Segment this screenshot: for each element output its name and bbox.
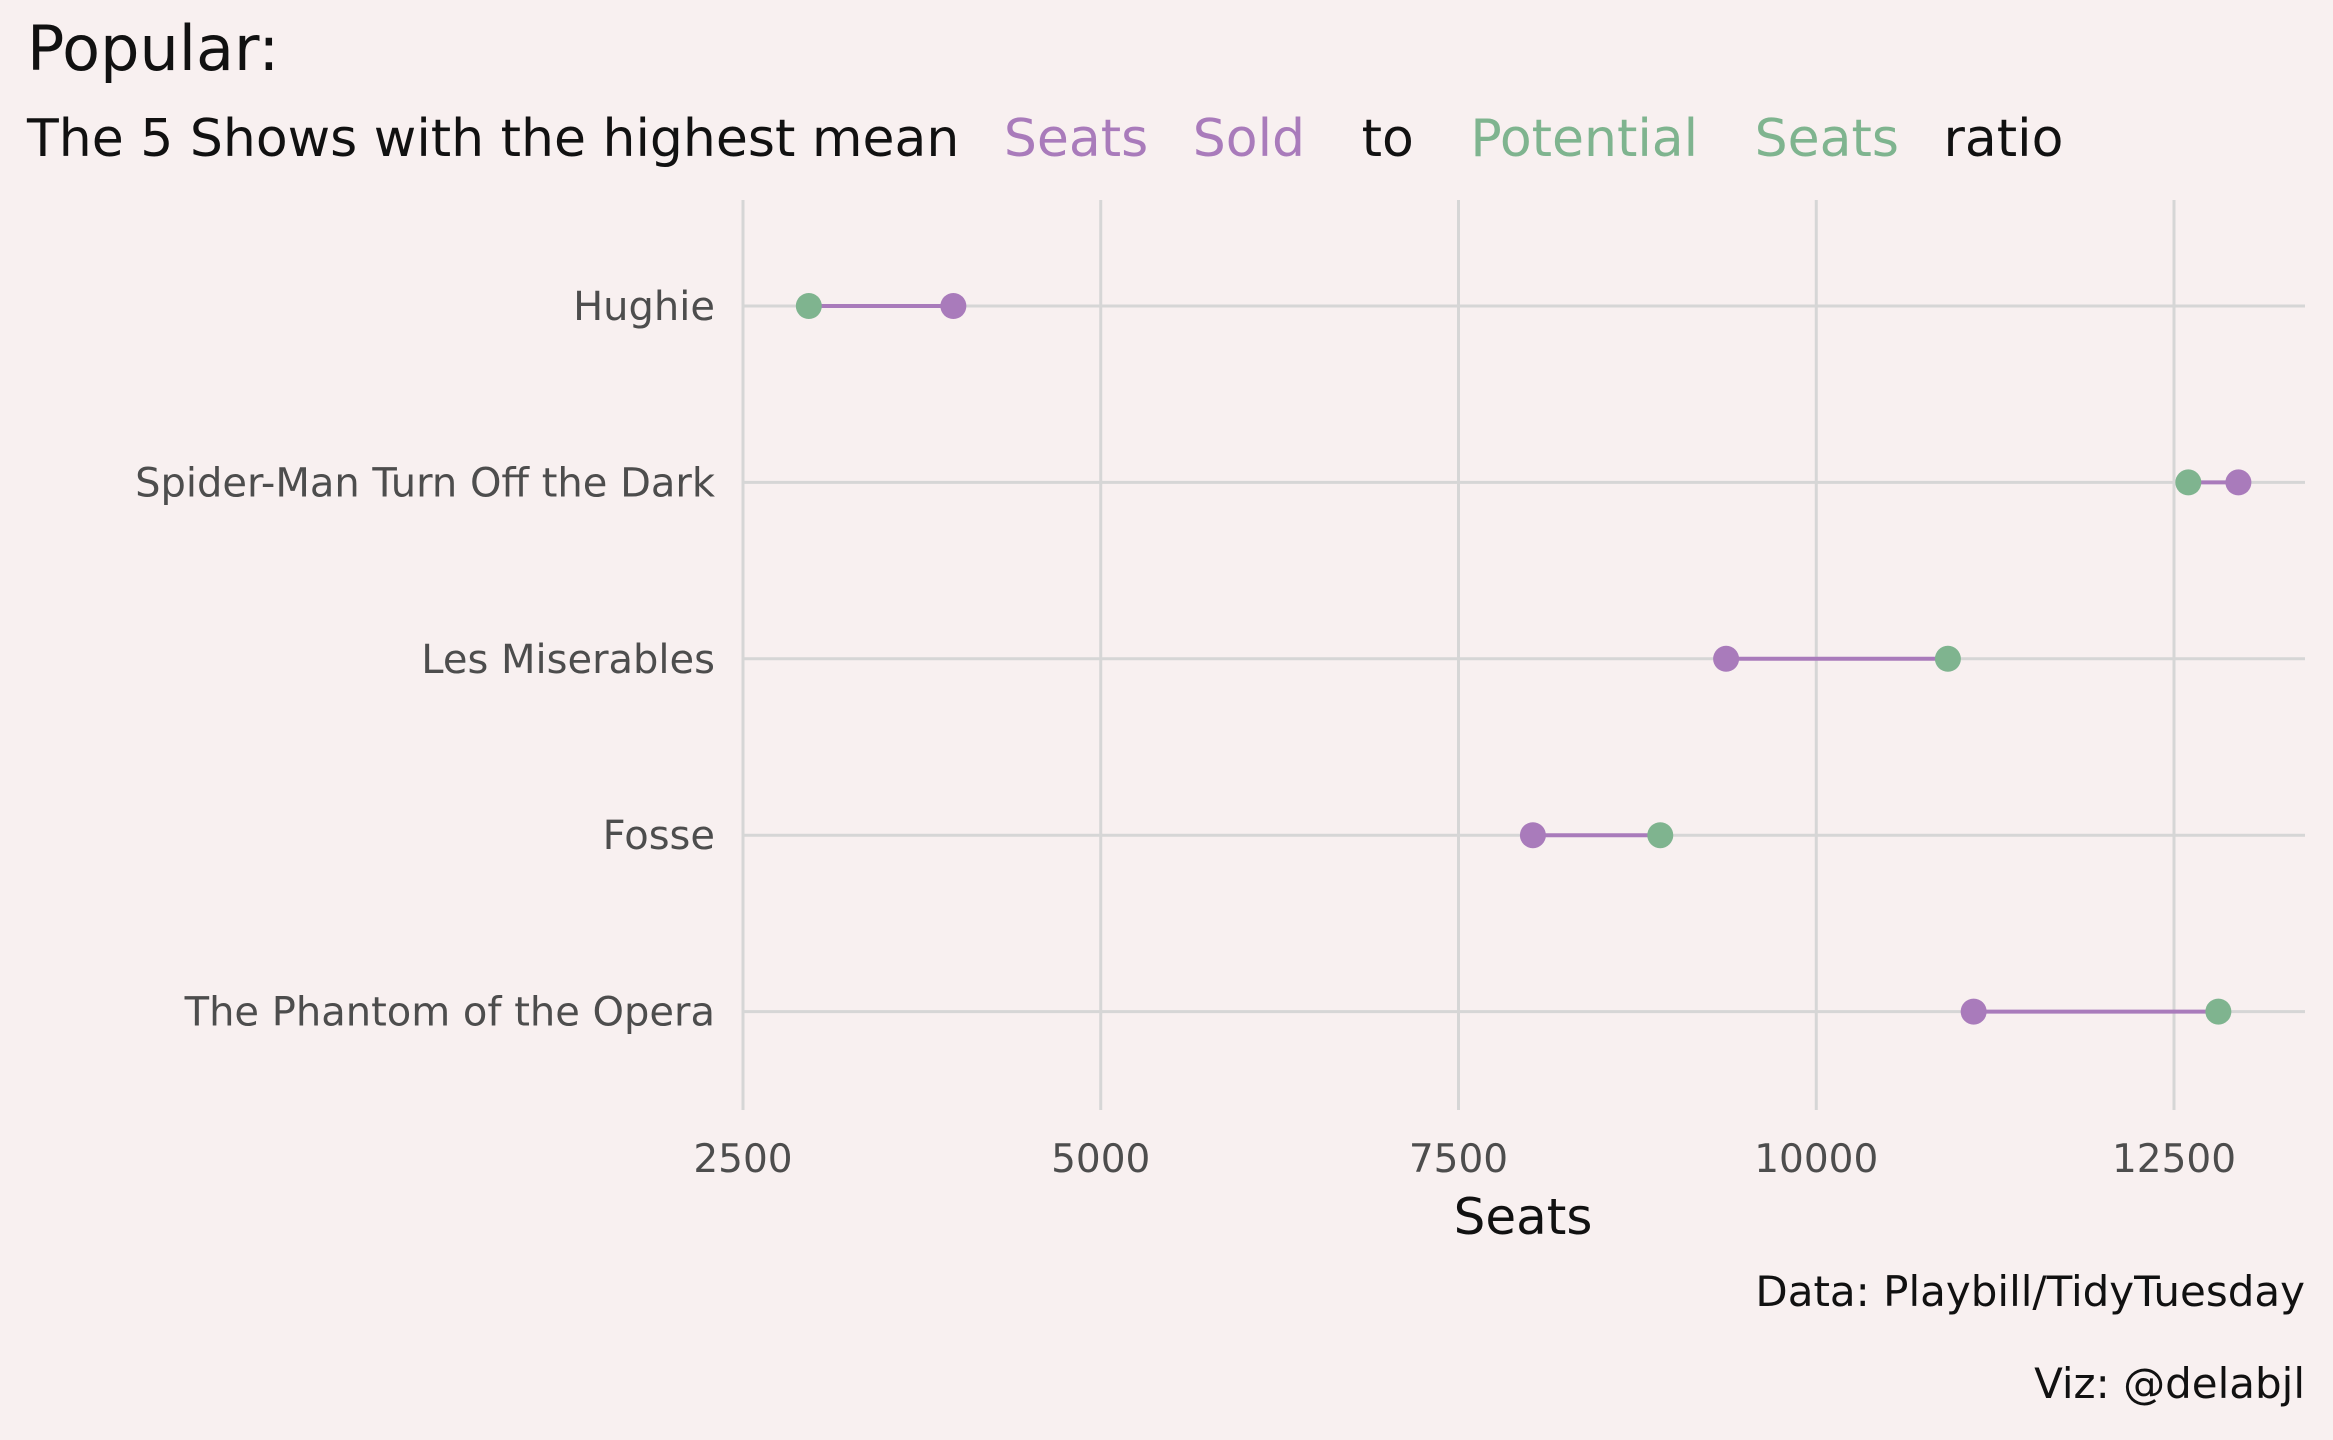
seats-sold-point [1519, 822, 1546, 849]
subtitle-part-potential: Potential [1470, 109, 1698, 169]
x-tick-label: 2500 [693, 1137, 792, 1182]
potential-seats-point [1934, 645, 1961, 672]
x-axis-title: Seats [1454, 1188, 1593, 1246]
potential-seats-point [2175, 469, 2202, 496]
subtitle-part-sold: Seats [1004, 109, 1148, 169]
x-tick-label: 10000 [1754, 1137, 1878, 1182]
data-points [795, 293, 2252, 1025]
category-label: Fosse [603, 813, 715, 859]
category-label: Les Miserables [421, 637, 715, 683]
caption-viz-credit: Viz: @delabjl [2034, 1359, 2305, 1408]
seats-sold-point [1960, 998, 1987, 1025]
seats-sold-point [2225, 469, 2252, 496]
seats-sold-point [940, 293, 967, 319]
category-labels: Hughie Spider-Man Turn Off the Dark Les Mi… [135, 284, 716, 1036]
subtitle-part: ratio [1944, 109, 2064, 169]
subtitle-part: The 5 Shows with the highest mean [26, 109, 959, 169]
x-tick-label: 7500 [1409, 1137, 1508, 1182]
subtitle-part: to [1362, 109, 1414, 169]
x-tick-labels: 2500 5000 7500 10000 12500 [693, 1137, 2236, 1182]
chart-title: Popular: [27, 12, 279, 85]
potential-seats-point [795, 293, 822, 319]
potential-seats-point [2205, 998, 2232, 1025]
x-tick-label: 5000 [1051, 1137, 1150, 1182]
subtitle-part-potential: Seats [1755, 109, 1899, 169]
seats-sold-point [1713, 645, 1740, 672]
x-tick-label: 12500 [2112, 1137, 2236, 1182]
subtitle-part-sold: Sold [1193, 109, 1305, 169]
category-label: Spider-Man Turn Off the Dark [135, 460, 716, 506]
caption-data-source: Data: Playbill/TidyTuesday [1755, 1267, 2305, 1316]
category-label: The Phantom of the Opera [184, 990, 715, 1036]
category-label: Hughie [573, 284, 715, 330]
potential-seats-point [1647, 822, 1674, 849]
chart-subtitle: The 5 Shows with the highest mean Seats … [26, 109, 2063, 169]
